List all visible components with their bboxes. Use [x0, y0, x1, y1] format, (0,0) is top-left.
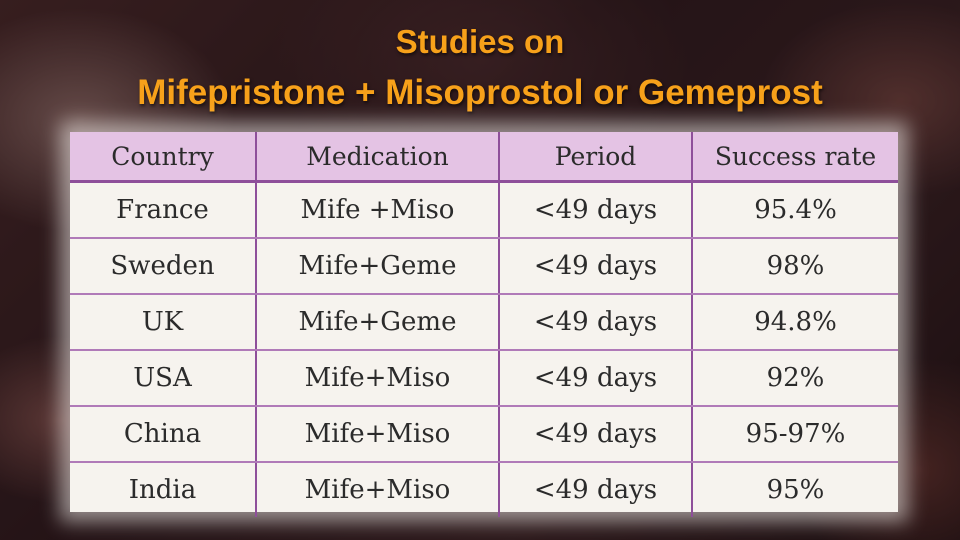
slide-title-line2: Mifepristone + Misoprostol or Gemeprost — [137, 73, 823, 112]
cell-country: Sweden — [70, 238, 257, 295]
cell-success-rate: 95.4% — [691, 181, 898, 239]
cell-medication: Mife +Miso — [255, 181, 500, 239]
table-row: UK Mife+Geme <49 days 94.8% — [70, 294, 898, 351]
table-row: China Mife+Miso <49 days 95-97% — [70, 406, 898, 463]
cell-period: <49 days — [498, 406, 693, 463]
cell-success-rate: 94.8% — [691, 294, 898, 351]
table-header-row: Country Medication Period Success rate — [70, 132, 898, 183]
table-row: Sweden Mife+Geme <49 days 98% — [70, 238, 898, 295]
cell-success-rate: 98% — [691, 238, 898, 295]
table-row: France Mife +Miso <49 days 95.4% — [70, 181, 898, 239]
slide-title-line1: Studies on — [395, 23, 565, 60]
cell-country: USA — [70, 350, 257, 407]
cell-period: <49 days — [498, 350, 693, 407]
cell-country: France — [70, 181, 257, 239]
cell-period: <49 days — [498, 462, 693, 517]
cell-success-rate: 95% — [691, 462, 898, 517]
table-row: USA Mife+Miso <49 days 92% — [70, 350, 898, 407]
cell-medication: Mife+Miso — [255, 462, 500, 517]
cell-country: China — [70, 406, 257, 463]
cell-medication: Mife+Miso — [255, 350, 500, 407]
cell-success-rate: 92% — [691, 350, 898, 407]
cell-country: UK — [70, 294, 257, 351]
header-country: Country — [70, 132, 257, 183]
studies-table-card: Country Medication Period Success rate F… — [70, 132, 898, 517]
cell-medication: Mife+Miso — [255, 406, 500, 463]
cell-period: <49 days — [498, 238, 693, 295]
cell-country: India — [70, 462, 257, 517]
cell-period: <49 days — [498, 181, 693, 239]
cell-period: <49 days — [498, 294, 693, 351]
header-period: Period — [498, 132, 693, 183]
cell-success-rate: 95-97% — [691, 406, 898, 463]
cell-medication: Mife+Geme — [255, 294, 500, 351]
studies-table: Country Medication Period Success rate F… — [70, 132, 898, 517]
header-success-rate: Success rate — [691, 132, 898, 183]
cell-medication: Mife+Geme — [255, 238, 500, 295]
header-medication: Medication — [255, 132, 500, 183]
table-row: India Mife+Miso <49 days 95% — [70, 462, 898, 517]
